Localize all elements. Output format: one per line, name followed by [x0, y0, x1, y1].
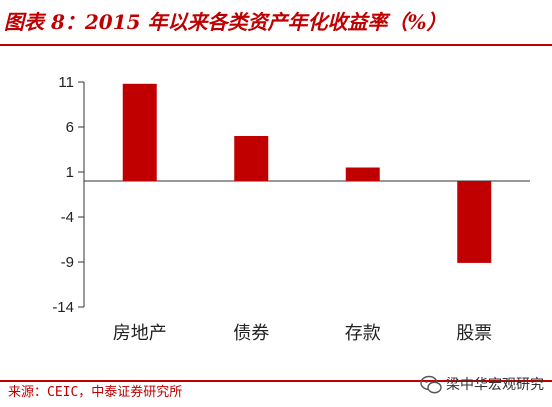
y-tick-label-2: 1	[66, 164, 74, 181]
watermark: 梁中华宏观研究	[420, 372, 544, 398]
category-label-0: 房地产	[113, 323, 167, 344]
wechat-icon	[420, 375, 442, 394]
bar-1	[234, 136, 269, 181]
footer-divider	[0, 380, 552, 382]
y-tick-label-5: -14	[52, 299, 74, 316]
bar-3	[457, 181, 492, 263]
y-tick-label-3: -4	[61, 209, 74, 226]
y-tick-label-0: 11	[58, 74, 74, 91]
chart-title: 图表 8：2015 年以来各类资产年化收益率（%）	[4, 10, 447, 34]
watermark-text: 梁中华宏观研究	[446, 377, 544, 393]
source-note: 来源：CEIC，中泰证券研究所	[8, 385, 183, 400]
bar-0	[122, 83, 157, 181]
title-divider	[0, 44, 552, 46]
y-tick-label-1: 6	[66, 119, 74, 136]
category-label-3: 股票	[456, 323, 492, 344]
bar-2	[345, 167, 380, 181]
y-tick-label-4: -9	[61, 254, 74, 271]
category-label-2: 存款	[345, 323, 381, 344]
bar-chart: 11 6 1 -4 -9 -14 房地产 债券 存款 股票	[52, 74, 530, 344]
category-label-1: 债券	[233, 323, 269, 344]
